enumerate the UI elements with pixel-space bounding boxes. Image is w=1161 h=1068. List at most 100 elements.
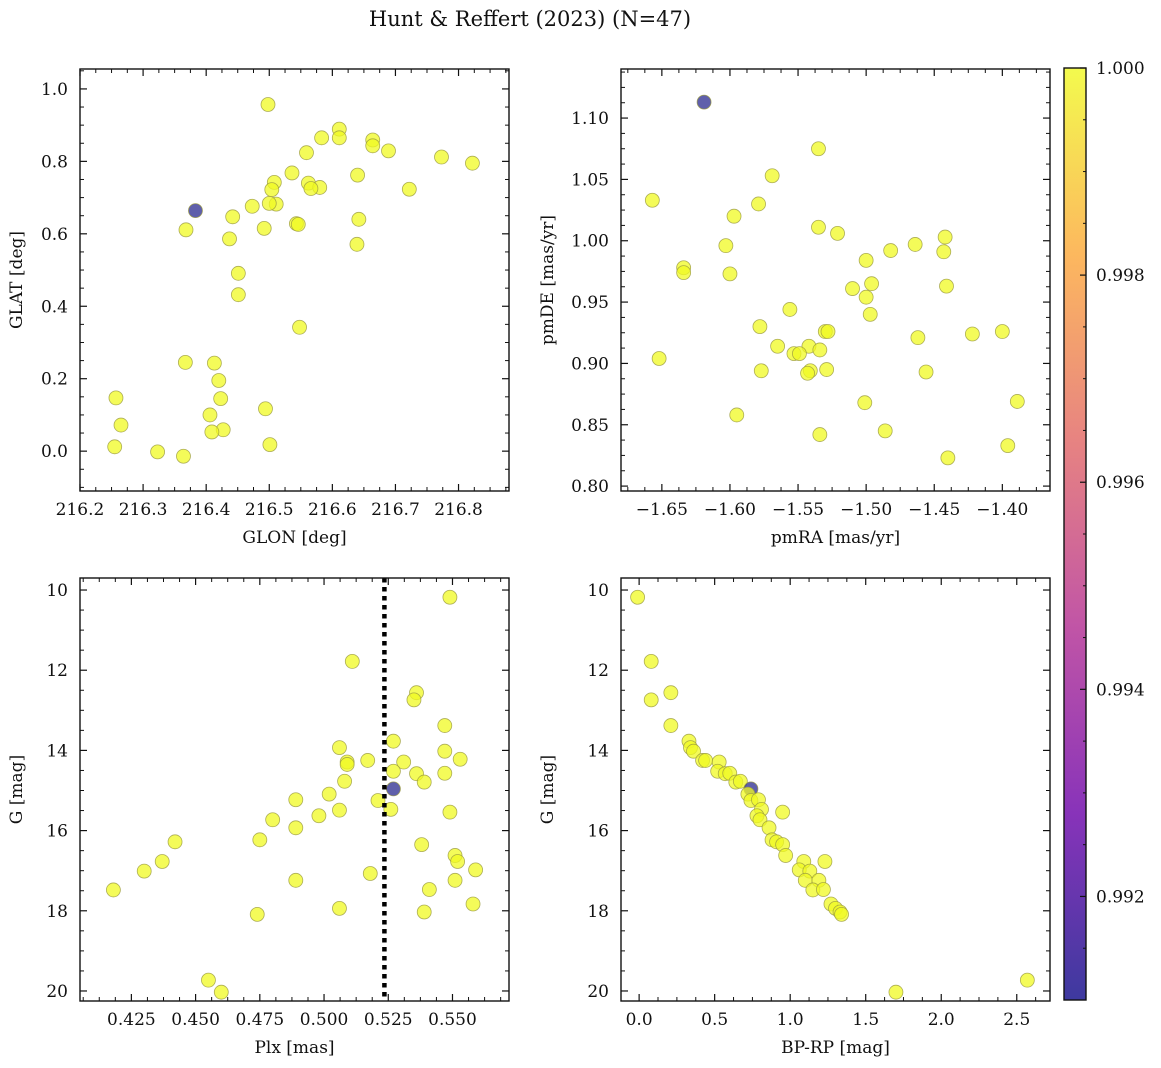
- data-point: [816, 882, 831, 897]
- data-point: [332, 740, 347, 756]
- panel-plx-g: 0.425 0.450 0.475 0.500 0.525 0.550 10 12 14 16 18…: [7, 577, 510, 1058]
- data-point: [284, 165, 300, 181]
- data-point: [351, 211, 367, 227]
- data-point: [753, 363, 769, 379]
- data-point: [386, 733, 401, 749]
- data-point: [288, 872, 304, 888]
- x-tick-label: 0.5: [701, 1010, 728, 1030]
- data-point: [939, 278, 954, 294]
- y-tick-label: 10: [46, 581, 68, 601]
- data-point: [812, 427, 828, 442]
- axes-frame: [620, 68, 1051, 492]
- x-tick-label: −1.65: [636, 500, 688, 520]
- points-glon-glat: [107, 97, 480, 464]
- data-point: [644, 192, 660, 208]
- panel-glon-glat: 216.2 216.3 216.4 216.5 216.6 216.7 216.8 0.0 0.…: [7, 68, 510, 548]
- y-tick-label: 18: [46, 902, 68, 922]
- y-tick-label: 0.2: [41, 370, 68, 390]
- x-tick-label: 216.7: [371, 500, 420, 520]
- data-point: [136, 863, 152, 879]
- x-tick-label: 0.450: [171, 1010, 220, 1030]
- data-point: [450, 854, 466, 869]
- data-point: [370, 793, 386, 808]
- y-tick-label: 12: [46, 661, 68, 681]
- colorbar-gradient: [1064, 68, 1086, 1000]
- data-point: [154, 854, 170, 869]
- data-point: [213, 984, 229, 1000]
- data-point: [416, 774, 432, 790]
- data-point: [1009, 394, 1025, 409]
- data-point: [764, 168, 780, 184]
- data-point: [782, 302, 798, 317]
- data-point: [465, 155, 480, 171]
- colorbar-tick-label: 0.998: [1096, 266, 1145, 286]
- data-point: [468, 862, 484, 878]
- y-tick-label: 1.00: [571, 232, 609, 252]
- data-point: [752, 319, 768, 335]
- data-point: [201, 972, 216, 988]
- data-point: [447, 872, 463, 888]
- data-point: [770, 338, 786, 354]
- colorbar: 0.992 0.994 0.996 0.998 1.000: [1063, 59, 1145, 1001]
- data-point: [292, 319, 307, 335]
- data-point: [442, 589, 458, 605]
- y-tick-label: 16: [46, 822, 68, 842]
- data-point: [864, 276, 879, 292]
- x-axis-label: Plx [mas]: [254, 1038, 334, 1058]
- data-point: [676, 265, 692, 281]
- y-tick-label: 18: [587, 902, 609, 922]
- data-point: [1000, 438, 1016, 454]
- ticks-glon-glat: 216.2 216.3 216.4 216.5 216.6 216.7 216.8 0.0 0.…: [41, 69, 509, 520]
- y-tick-label: 1.0: [41, 80, 68, 100]
- data-point: [819, 362, 835, 377]
- colorbar-tick-label: 0.992: [1096, 887, 1145, 907]
- data-point: [290, 216, 306, 232]
- panels: 216.2 216.3 216.4 216.5 216.6 216.7 216.80.00.…: [7, 68, 1051, 1058]
- points-pm: [644, 94, 1025, 466]
- data-point: [858, 252, 874, 268]
- data-point: [643, 692, 659, 708]
- y-tick-label: 0.80: [571, 477, 609, 497]
- data-point: [937, 229, 953, 245]
- data-point: [918, 364, 934, 380]
- data-point: [729, 407, 745, 423]
- data-point: [663, 718, 679, 733]
- data-point: [936, 244, 952, 260]
- axes-frame: [620, 577, 1051, 1002]
- x-tick-label: −1.50: [840, 500, 892, 520]
- data-point: [264, 182, 280, 198]
- x-tick-label: 0.550: [428, 1010, 477, 1030]
- y-tick-label: 0.85: [571, 416, 609, 436]
- axes-frame: [79, 577, 510, 1002]
- data-point: [910, 330, 926, 346]
- data-point: [845, 281, 860, 296]
- data-point: [775, 804, 791, 820]
- data-point: [202, 407, 218, 423]
- figure-title: Hunt & Reffert (2023) (N=47): [369, 7, 691, 31]
- data-point: [726, 208, 742, 224]
- points-cmd: [630, 589, 1035, 1000]
- data-point: [107, 439, 123, 455]
- panel-cmd: 0.0 0.5 1.0 1.5 2.0 2.5 10 12 14 16 18 20 BP-RP [mag…: [538, 577, 1051, 1058]
- data-point: [177, 355, 193, 370]
- y-tick-label: 0.8: [41, 152, 68, 172]
- data-point: [888, 984, 904, 1000]
- data-point: [800, 365, 815, 381]
- x-tick-label: −1.60: [704, 500, 756, 520]
- panel-pm: −1.65 −1.60 −1.55 −1.50 −1.45 −1.40 0.80 0.85 0.…: [538, 68, 1051, 548]
- data-point: [311, 808, 327, 824]
- data-point: [314, 130, 330, 146]
- y-tick-label: 12: [587, 661, 609, 681]
- data-point: [651, 351, 667, 366]
- data-point: [386, 763, 401, 779]
- data-point: [211, 373, 227, 388]
- data-point: [360, 753, 376, 768]
- data-point: [258, 401, 273, 417]
- data-point: [365, 138, 381, 154]
- data-point: [811, 141, 826, 157]
- data-point: [108, 390, 124, 406]
- data-point: [265, 812, 281, 828]
- data-point: [337, 773, 352, 789]
- x-tick-label: 2.5: [1003, 1010, 1030, 1030]
